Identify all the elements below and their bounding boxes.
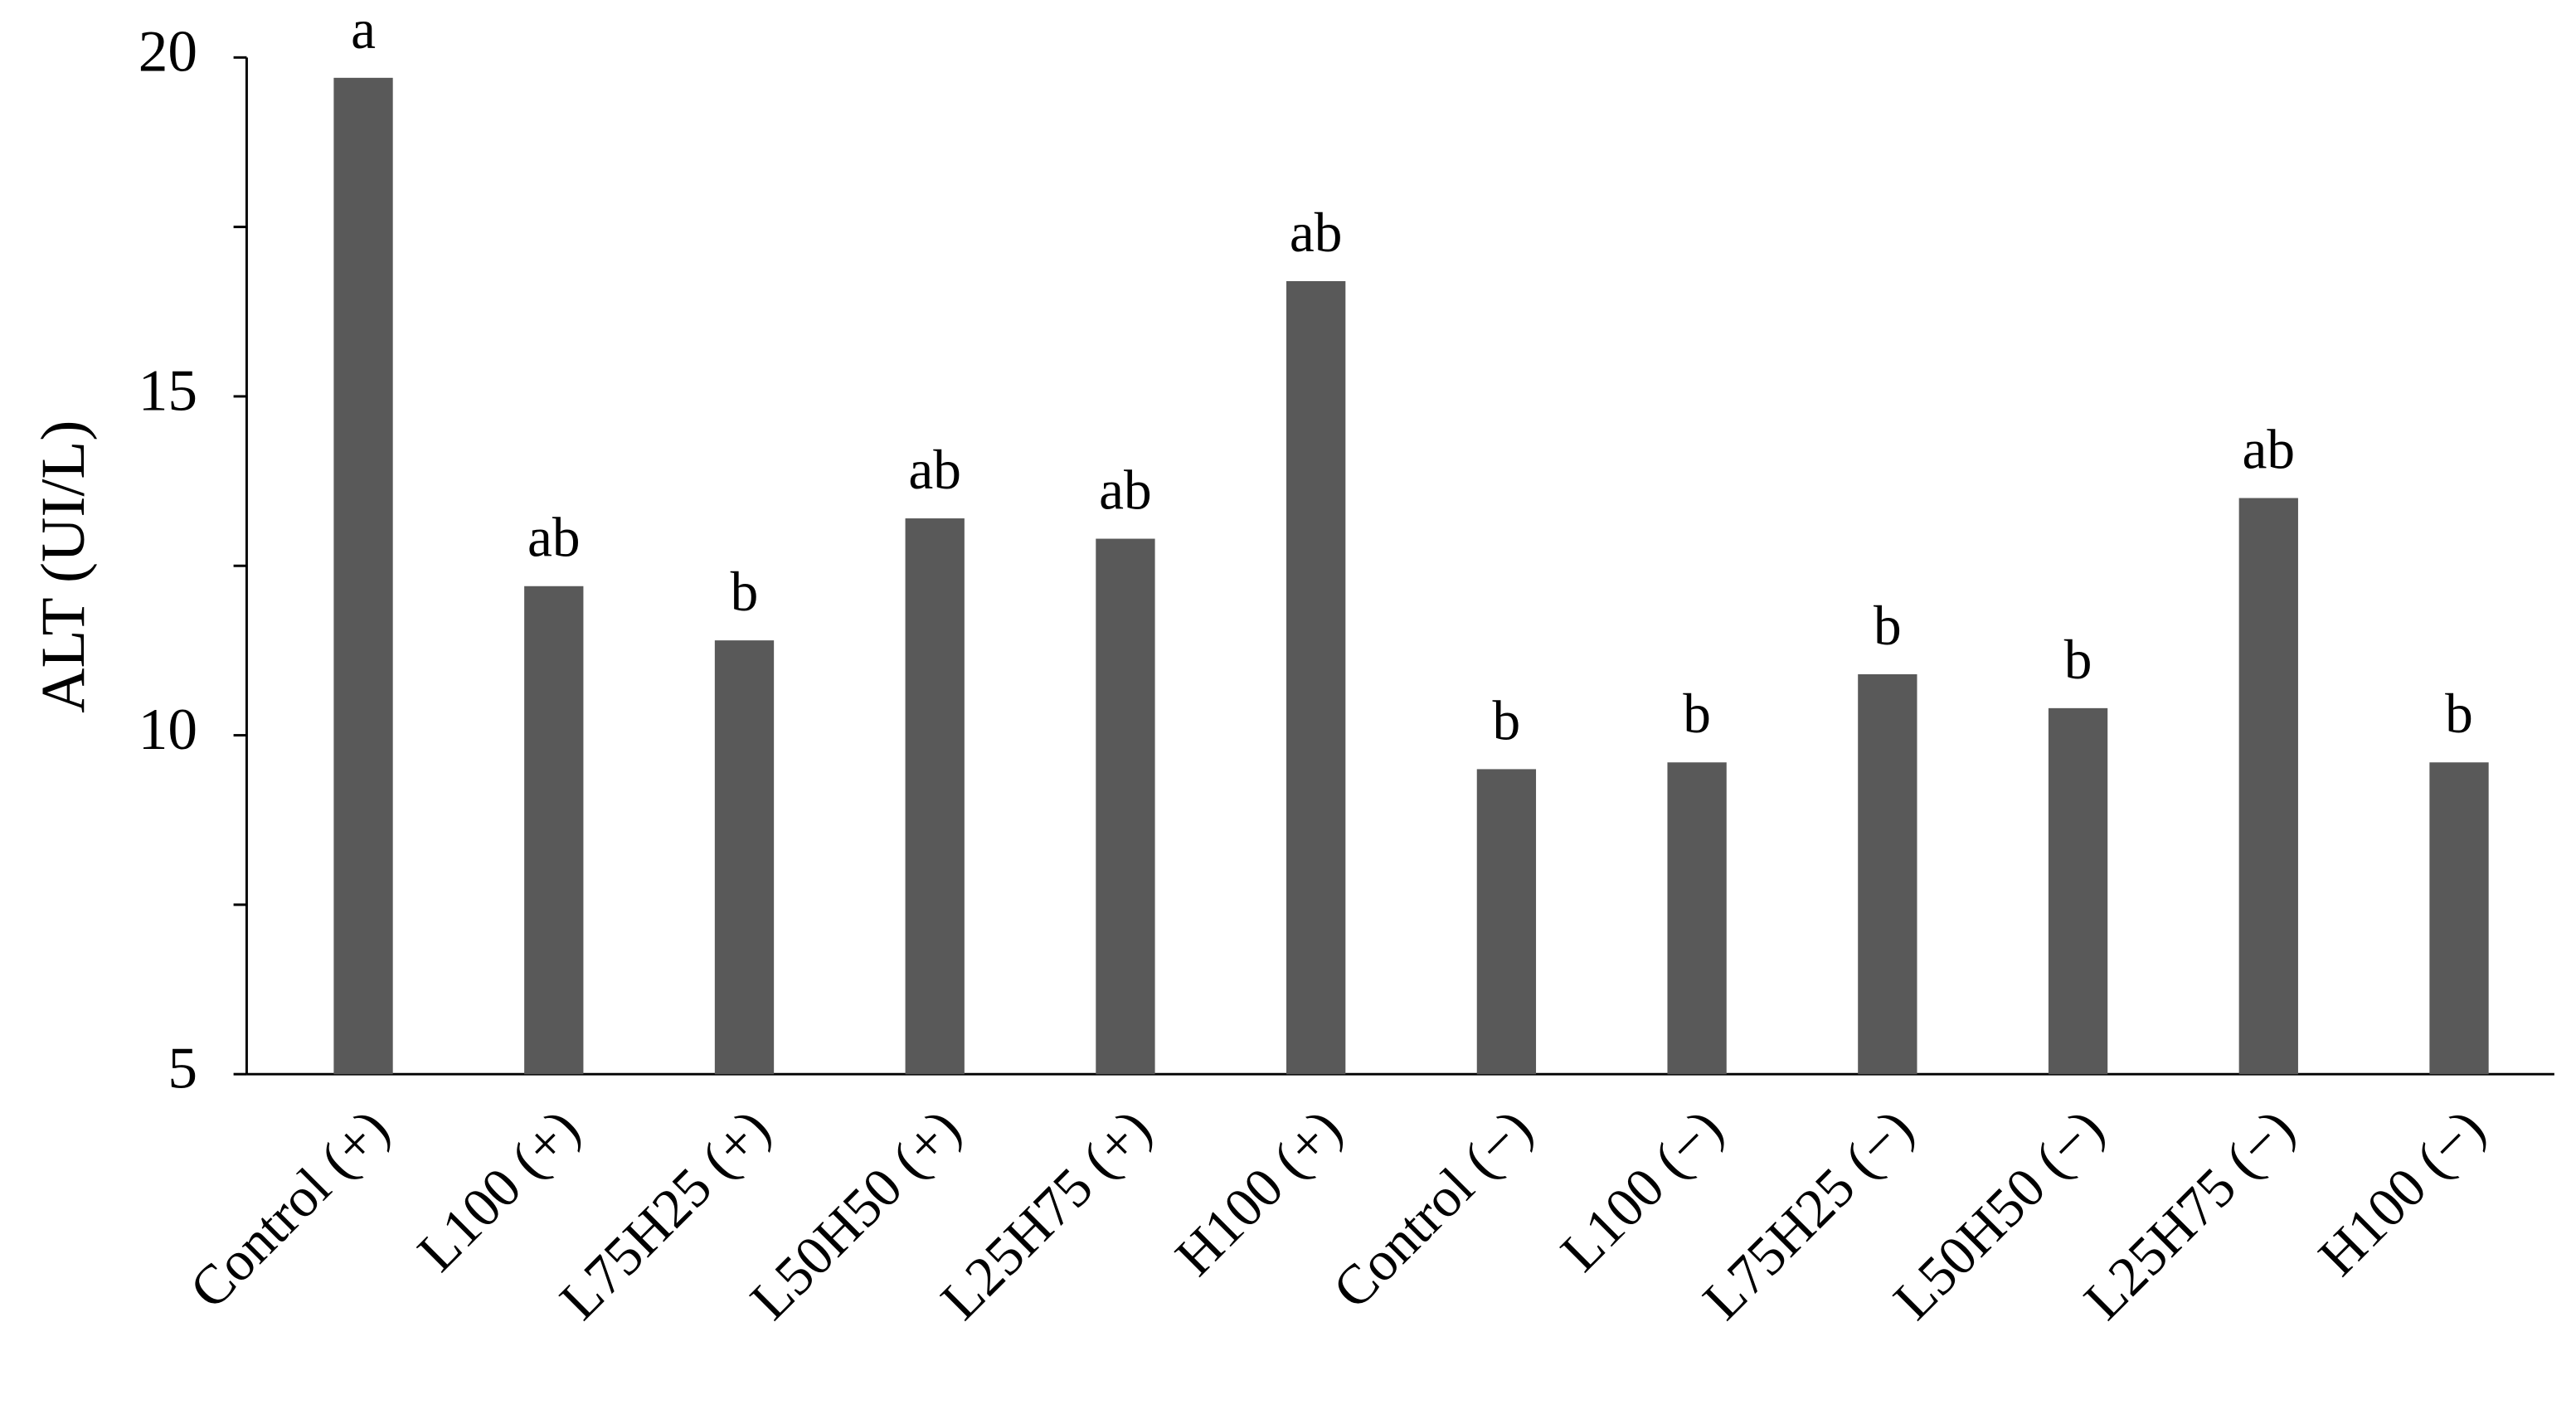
bar (1476, 769, 1537, 1075)
annotation: b (1683, 683, 1711, 745)
y-tick-label: 20 (139, 19, 197, 85)
annotation: ab (2243, 418, 2296, 480)
y-tick-label: 5 (168, 1036, 197, 1101)
annotation: b (2064, 629, 2092, 691)
annotation: b (1493, 689, 1521, 751)
bar (1667, 762, 1727, 1075)
annotation: ab (527, 507, 581, 569)
annotation: b (1874, 595, 1902, 657)
x-tick-label: L100 (−) (1548, 1097, 1734, 1283)
bar (2048, 707, 2108, 1075)
x-tick-label: L100 (+) (406, 1097, 591, 1283)
annotation: ab (1290, 202, 1343, 264)
y-tick-label: 10 (139, 697, 197, 762)
annotation: b (731, 561, 759, 623)
annotation: ab (908, 439, 961, 501)
x-tick-label: Control (+) (177, 1097, 401, 1320)
bar (524, 586, 584, 1075)
annotation: b (2445, 683, 2473, 745)
bar (1858, 674, 1917, 1075)
bar (905, 518, 965, 1075)
x-tick-label: H100 (+) (1164, 1097, 1354, 1287)
x-tick-label: Control (−) (1321, 1097, 1544, 1320)
bar (1096, 538, 1155, 1075)
bar (714, 640, 775, 1075)
annotation: a (351, 0, 376, 61)
bar (2238, 498, 2298, 1075)
bar (2429, 762, 2489, 1075)
bar (1286, 281, 1346, 1075)
x-tick-label: H100 (−) (2306, 1097, 2496, 1287)
annotation: ab (1099, 459, 1152, 522)
bar (333, 77, 393, 1075)
y-tick-label: 15 (139, 357, 197, 423)
y-axis-label: ALT (UI/L) (29, 420, 98, 713)
